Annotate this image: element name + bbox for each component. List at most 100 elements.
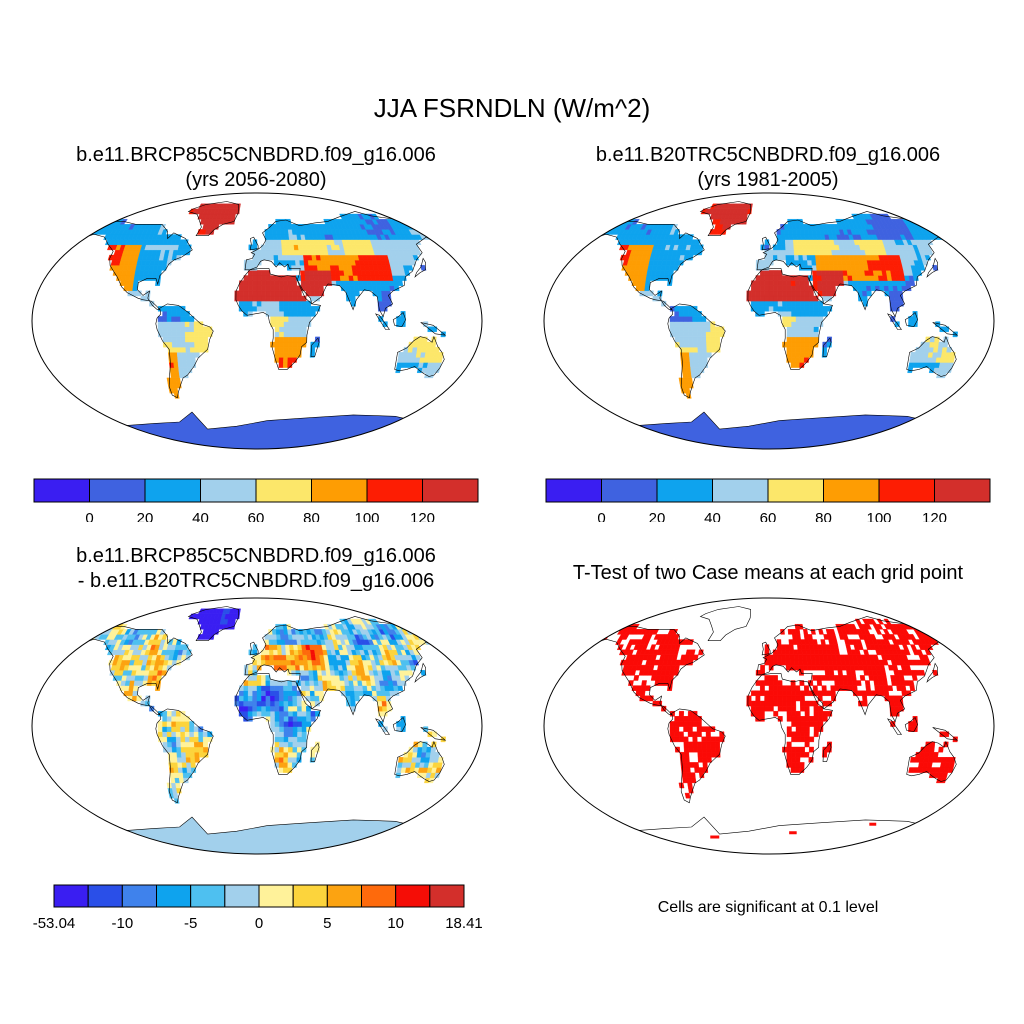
grid-cell bbox=[929, 341, 935, 348]
grid-cell bbox=[908, 680, 915, 686]
grid-cell bbox=[870, 690, 876, 697]
grid-cell bbox=[274, 690, 280, 697]
grid-cell bbox=[306, 654, 312, 661]
grid-cell bbox=[764, 305, 770, 312]
grid-cell bbox=[812, 675, 818, 681]
grid-cell bbox=[943, 639, 952, 645]
grid-cell bbox=[810, 254, 817, 261]
grid-cell bbox=[283, 316, 289, 322]
grid-cell bbox=[789, 244, 795, 251]
panel-2-title-case: b.e11.B20TRC5CNBDRD.f09_g16.006 bbox=[595, 144, 941, 166]
grid-cell bbox=[777, 659, 783, 666]
grid-cell bbox=[265, 275, 271, 281]
grid-cell bbox=[202, 326, 208, 333]
grid-cell bbox=[633, 675, 640, 681]
grid-cell bbox=[697, 341, 703, 348]
grid-cell bbox=[185, 757, 192, 763]
grid-cell bbox=[938, 746, 944, 753]
grid-cell bbox=[354, 285, 360, 292]
grid-cell bbox=[238, 285, 244, 292]
grid-cell bbox=[180, 336, 186, 343]
grid-cell bbox=[795, 341, 801, 348]
grid-cell bbox=[256, 295, 262, 302]
grid-cell bbox=[404, 219, 414, 225]
grid-cell bbox=[252, 710, 258, 717]
grid-cell bbox=[334, 675, 341, 681]
grid-cell bbox=[301, 311, 307, 317]
grid-cell bbox=[166, 331, 173, 338]
panel-2-title-years: (yrs 1981-2005) bbox=[697, 169, 839, 191]
grid-cell bbox=[705, 326, 711, 333]
grid-cell bbox=[786, 295, 792, 302]
grid-cell bbox=[287, 357, 293, 363]
grid-cell bbox=[818, 305, 824, 312]
map-panel-rcp85 bbox=[31, 192, 483, 450]
grid-cell bbox=[299, 259, 305, 266]
grid-cell bbox=[800, 326, 806, 333]
grid-cell bbox=[777, 690, 783, 697]
coastline-greenland bbox=[699, 606, 751, 642]
grid-cell bbox=[683, 305, 689, 312]
grid-cell bbox=[755, 705, 761, 712]
grid-cell bbox=[768, 685, 774, 691]
grid-cell bbox=[157, 721, 163, 727]
grid-cell bbox=[820, 264, 826, 271]
grid-cell bbox=[601, 219, 611, 225]
coastline-namerica bbox=[74, 219, 193, 310]
grid-cell bbox=[430, 341, 437, 348]
grid-cell bbox=[804, 710, 810, 717]
grid-cell bbox=[297, 336, 303, 343]
grid-cell bbox=[830, 685, 836, 691]
grid-cell bbox=[268, 639, 274, 645]
grid-cell bbox=[696, 721, 702, 727]
grid-cell bbox=[172, 792, 179, 799]
grid-cell bbox=[674, 726, 680, 732]
colorbar-box bbox=[767, 478, 824, 503]
coastline-antarctica bbox=[584, 411, 948, 430]
grid-cell bbox=[283, 290, 289, 297]
grid-cell bbox=[817, 290, 823, 297]
grid-cell bbox=[715, 341, 721, 348]
grid-cell bbox=[423, 629, 433, 635]
grid-cell bbox=[185, 336, 191, 343]
grid-cell bbox=[340, 280, 346, 286]
grid-cell bbox=[301, 305, 307, 312]
grid-cell bbox=[813, 305, 819, 312]
grid-cell bbox=[674, 716, 680, 722]
colorbar-box bbox=[429, 884, 465, 908]
grid-cell bbox=[175, 321, 181, 327]
grid-cell bbox=[705, 336, 712, 343]
grid-cell bbox=[322, 275, 328, 281]
grid-cell bbox=[285, 654, 291, 661]
grid-cell bbox=[301, 736, 307, 743]
grid-cell bbox=[283, 690, 289, 697]
grid-cell bbox=[705, 731, 711, 738]
grid-cell bbox=[288, 336, 294, 343]
grid-cell bbox=[264, 649, 270, 656]
grid-cell bbox=[74, 234, 83, 240]
grid-cell bbox=[782, 690, 788, 697]
grid-cell bbox=[292, 710, 298, 717]
grid-cell bbox=[900, 685, 907, 691]
grid-cell bbox=[274, 700, 280, 707]
grid-cell bbox=[326, 275, 332, 281]
grid-cell bbox=[256, 690, 262, 697]
grid-cell bbox=[696, 316, 702, 322]
grid-cell bbox=[795, 762, 801, 768]
grid-cell bbox=[167, 341, 173, 348]
grid-cell bbox=[759, 685, 765, 691]
grid-cell bbox=[386, 705, 392, 712]
grid-cell bbox=[420, 264, 427, 271]
grid-cell bbox=[773, 285, 779, 292]
grid-cell bbox=[260, 249, 266, 256]
grid-cell bbox=[586, 234, 595, 240]
grid-cell bbox=[77, 629, 87, 635]
grid-cell bbox=[339, 680, 346, 686]
grid-cell bbox=[786, 685, 792, 691]
grid-cell bbox=[312, 664, 318, 671]
grid-cell bbox=[784, 239, 790, 245]
grid-cell bbox=[198, 751, 204, 758]
grid-cell bbox=[834, 280, 840, 286]
grid-cell bbox=[669, 316, 675, 322]
grid-cell bbox=[897, 695, 904, 702]
